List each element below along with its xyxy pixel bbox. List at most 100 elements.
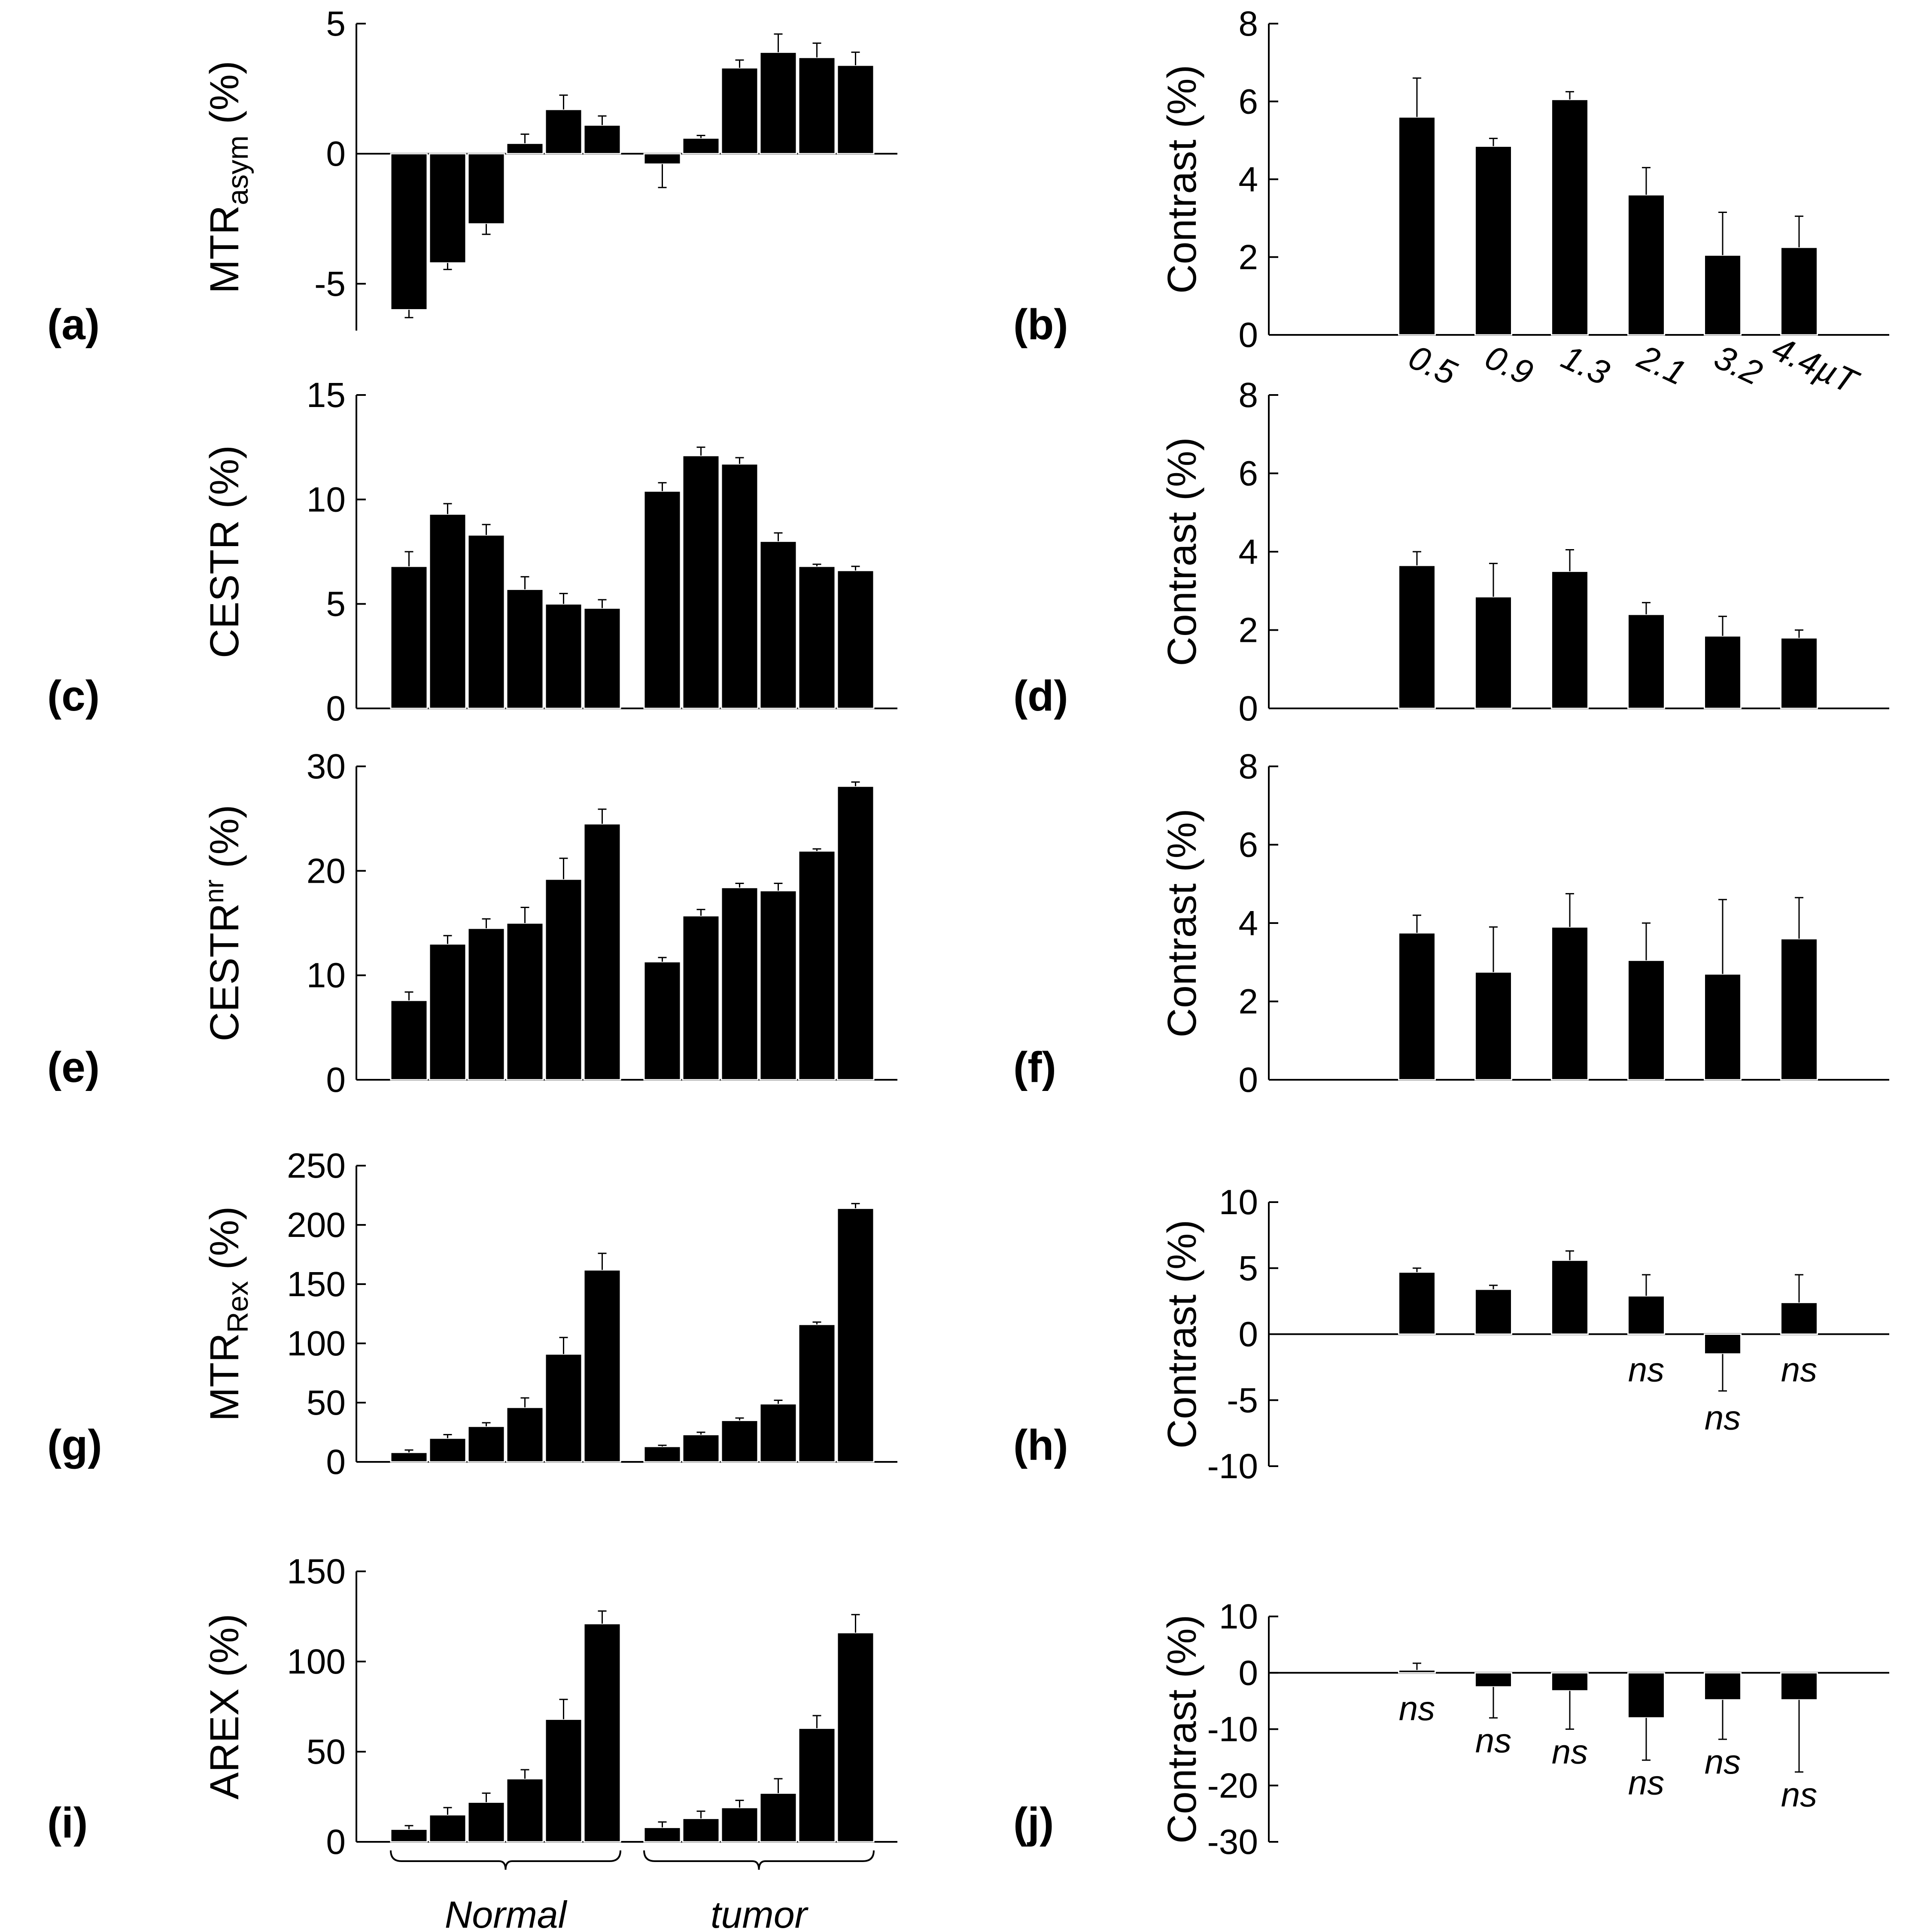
bar-normal (583, 1623, 621, 1843)
x-tick-label: 2.1 (1632, 337, 1692, 392)
y-tick-label: 0 (326, 134, 346, 173)
bar-tumor (643, 1446, 681, 1463)
bar-tumor (682, 1817, 720, 1843)
panel-label: (e) (47, 1043, 100, 1091)
y-tick-label: 5 (326, 585, 346, 624)
bar-normal (429, 513, 467, 709)
bar-tumor (682, 915, 720, 1081)
y-tick-label: 0 (1238, 689, 1258, 728)
bar-normal (390, 1452, 428, 1463)
bar-normal (429, 153, 467, 264)
bar-tumor (720, 887, 759, 1081)
y-tick-label: 150 (287, 1265, 346, 1304)
bar-tumor (682, 455, 720, 709)
bar-normal (583, 124, 621, 155)
y-tick-label: 2 (1238, 238, 1258, 277)
y-tick-label: 250 (287, 1146, 346, 1185)
bar-tumor (836, 785, 875, 1081)
bar-normal (544, 603, 583, 709)
bar-contrast (1780, 637, 1818, 709)
bar-normal (544, 109, 583, 155)
y-tick-label: 0 (326, 1823, 346, 1862)
panel-label: (a) (47, 301, 100, 349)
bar-contrast (1780, 1302, 1818, 1335)
x-tick-label: 1.3 (1556, 337, 1615, 392)
y-tick-label: 0 (1238, 1315, 1258, 1354)
bar-tumor (643, 961, 681, 1081)
y-tick-label: -10 (1207, 1447, 1258, 1486)
y-tick-label: 6 (1238, 82, 1258, 121)
panel-j: -30 -20 -10 0 10 Contrast (%) (j) ns ns ns ns ns ns (1013, 1597, 1889, 1862)
bar-normal (583, 1269, 621, 1463)
bar-contrast (1627, 614, 1665, 709)
bar-normal (467, 927, 505, 1081)
bar-contrast (1551, 99, 1589, 336)
y-axis-label: CESTRnr (%) (200, 805, 247, 1041)
y-axis-label: Contrast (%) (1159, 65, 1205, 294)
panel-d: 0 2 4 6 8 Contrast (%) (d) (1013, 376, 1889, 728)
y-tick-label: 8 (1238, 747, 1258, 786)
panel-label: (i) (47, 1799, 88, 1847)
bar-normal (390, 565, 428, 709)
y-axis-label: Contrast (%) (1159, 1615, 1205, 1844)
y-tick-label: 8 (1238, 376, 1258, 415)
bar-normal (390, 999, 428, 1081)
panel-label: (h) (1013, 1421, 1068, 1469)
x-tick-label: 0.5 (1403, 337, 1462, 392)
bar-normal (467, 153, 505, 225)
bar-normal (506, 1778, 544, 1843)
bar-normal (467, 1801, 505, 1843)
bar-contrast (1704, 973, 1742, 1081)
panel-h: -10 -5 0 5 10 Contrast (%) (h) ns ns ns (1013, 1183, 1889, 1486)
y-axis-label: Contrast (%) (1159, 808, 1205, 1037)
bar-normal (467, 1425, 505, 1463)
panel-label: (f) (1013, 1043, 1056, 1091)
bar-normal (506, 143, 544, 155)
y-tick-label: 0 (1238, 316, 1258, 355)
bar-normal (429, 1814, 467, 1843)
ns-annotation: ns (1552, 1733, 1588, 1771)
y-tick-label: -20 (1207, 1766, 1258, 1805)
y-tick-label: 5 (326, 4, 346, 43)
panel-label: (j) (1013, 1799, 1054, 1847)
bar-contrast (1398, 565, 1436, 709)
panel-a: -5 0 5 MTRasym (%) (a) (47, 4, 897, 349)
y-tick-label: 8 (1238, 4, 1258, 43)
y-axis-label: AREX (%) (202, 1614, 247, 1800)
bar-tumor (798, 850, 836, 1081)
y-axis-label: MTRRex (%) (202, 1206, 254, 1422)
bar-tumor (643, 1826, 681, 1843)
y-tick-label: 0 (326, 1060, 346, 1100)
bar-contrast (1627, 194, 1665, 336)
bar-normal (429, 943, 467, 1081)
x-tick-label: 3.2 (1708, 337, 1768, 392)
bar-contrast (1474, 596, 1512, 709)
bar-contrast (1704, 1334, 1742, 1355)
panel-i: 0 50 100 150 AREX (%) (i) (47, 1552, 897, 1862)
y-tick-label: 50 (307, 1383, 346, 1422)
bar-normal (506, 589, 544, 709)
group-label-normal: Normal (445, 1893, 568, 1932)
bar-tumor (836, 570, 875, 709)
ns-annotation: ns (1628, 1351, 1665, 1389)
bar-tumor (720, 463, 759, 709)
panel-e: 0 10 20 30 CESTRnr (%) (e) (47, 747, 897, 1100)
panel-label: (b) (1013, 301, 1068, 349)
bar-tumor (759, 1403, 797, 1463)
y-tick-label: 6 (1238, 454, 1258, 493)
bar-contrast (1398, 116, 1436, 336)
bar-tumor (759, 1792, 797, 1843)
bar-contrast (1551, 571, 1589, 709)
bar-contrast (1551, 1672, 1589, 1692)
bar-normal (467, 534, 505, 709)
panel-label: (g) (47, 1421, 102, 1469)
y-tick-label: 0 (326, 689, 346, 728)
y-tick-label: 5 (1238, 1249, 1258, 1288)
group-brace (390, 1850, 621, 1870)
bar-normal (506, 1406, 544, 1463)
x-tick-label: 0.9 (1479, 337, 1538, 392)
bar-tumor (798, 57, 836, 155)
y-tick-label: 200 (287, 1206, 346, 1245)
y-tick-label: 30 (307, 747, 346, 786)
group-label-tumor: tumor (711, 1893, 809, 1932)
